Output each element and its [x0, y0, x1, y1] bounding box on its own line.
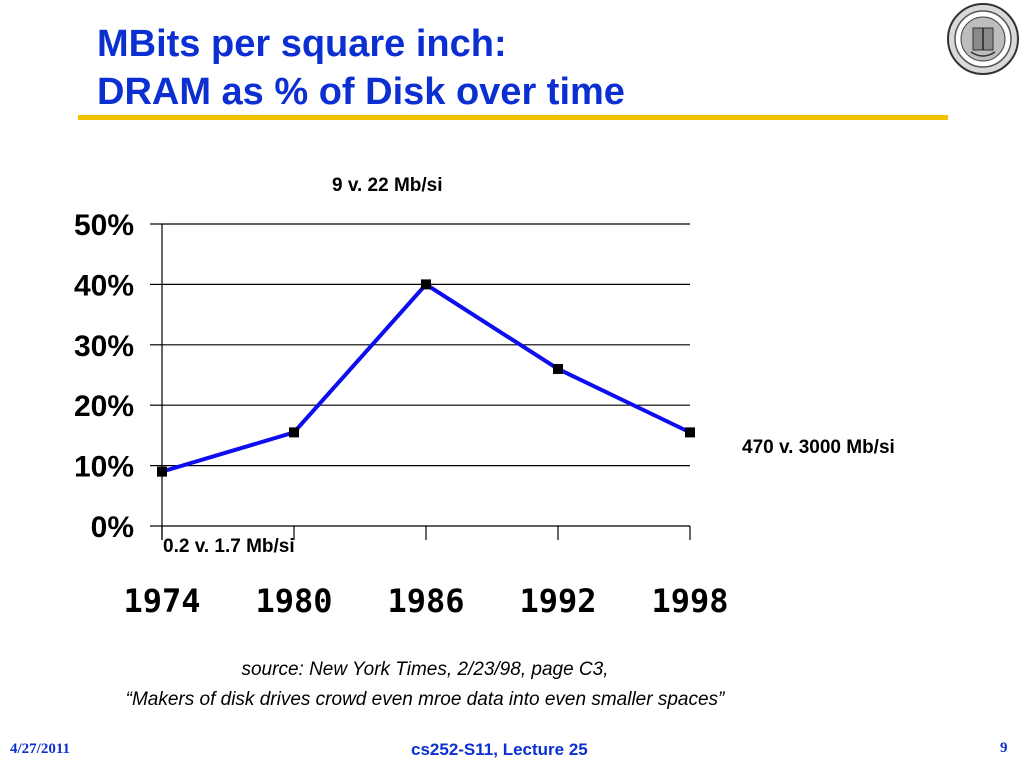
annotation-label: 9 v. 22 Mb/si	[332, 175, 443, 196]
data-point-1998	[685, 427, 695, 438]
source-line1: source: New York Times, 2/23/98, page C3…	[241, 659, 609, 680]
axes	[150, 223, 691, 540]
x-tick-label: 1992	[519, 582, 596, 620]
chart: 0% 10% 20% 30% 40% 50% 1974 1980 1986 1992 1998 0…	[74, 175, 895, 620]
y-tick-label: 50%	[74, 209, 134, 242]
data-point-1974	[157, 466, 167, 477]
footer-course: cs252-S11, Lecture 25	[411, 740, 588, 759]
y-tick-label: 30%	[74, 330, 134, 363]
data-markers	[157, 279, 695, 477]
source-line2: “Makers of disk drives crowd even mroe d…	[125, 689, 725, 710]
x-tick-labels: 1974 1980 1986 1992 1998	[123, 582, 728, 620]
y-tick-labels: 0% 10% 20% 30% 40% 50%	[74, 209, 134, 544]
gridlines	[162, 223, 690, 527]
university-seal-icon	[947, 3, 1019, 75]
title-underline	[78, 115, 948, 120]
data-point-1992	[553, 363, 563, 374]
x-tick-label: 1998	[651, 582, 728, 620]
annotation-label: 470 v. 3000 Mb/si	[742, 437, 895, 458]
footer-date: 4/27/2011	[10, 741, 71, 757]
y-tick-label: 0%	[91, 511, 134, 544]
page-number: 9	[1000, 740, 1008, 756]
slide-title: MBits per square inch: DRAM as % of Disk…	[97, 20, 625, 116]
x-tick-label: 1980	[255, 582, 332, 620]
x-tick-label: 1974	[123, 582, 200, 620]
y-tick-label: 10%	[74, 451, 134, 484]
y-tick-label: 20%	[74, 390, 134, 423]
annotations: 0.2 v. 1.7 Mb/si 9 v. 22 Mb/si 470 v. 3000…	[163, 175, 895, 557]
data-point-1980	[289, 427, 299, 438]
slide-title-line2: DRAM as % of Disk over time	[97, 71, 625, 113]
annotation-label: 0.2 v. 1.7 Mb/si	[163, 536, 295, 557]
series-line	[161, 281, 691, 474]
slide-title-line1: MBits per square inch:	[97, 23, 507, 65]
data-point-1986	[421, 279, 431, 290]
y-tick-label: 40%	[74, 269, 134, 302]
source-citation: source: New York Times, 2/23/98, page C3…	[0, 655, 850, 715]
x-tick-label: 1986	[387, 582, 464, 620]
